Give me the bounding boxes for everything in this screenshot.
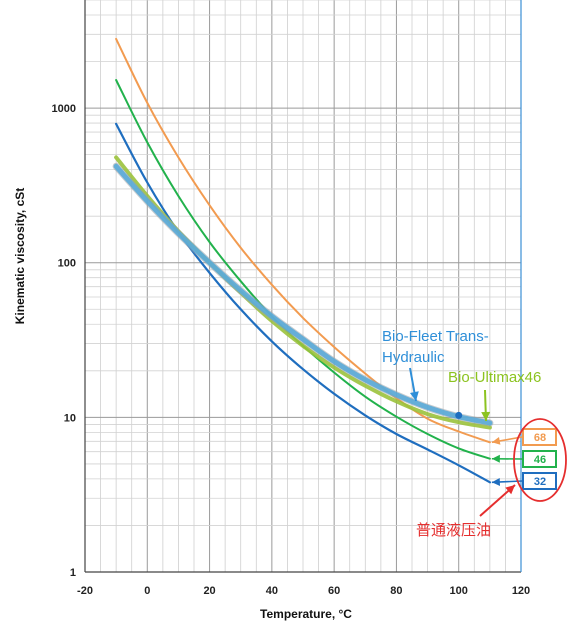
- grade-box-32: [522, 472, 557, 490]
- bio-ultimax-label: Bio-Ultimax46: [448, 369, 541, 386]
- y-tick-label: 10: [64, 412, 76, 424]
- grade-box-46: [522, 450, 557, 468]
- grade-box-label-32: 32: [534, 476, 546, 488]
- x-tick-label: 0: [144, 585, 150, 597]
- y-tick-label: 1000: [52, 103, 76, 115]
- conventional-oil-arrow-head: [505, 485, 515, 495]
- bio-fleet-marker: [455, 411, 463, 419]
- x-axis-title: Temperature, °C: [260, 607, 352, 621]
- x-tick-label: 100: [450, 585, 468, 597]
- conventional-oil-label: 普通液压油: [416, 521, 491, 539]
- bio-fleet-label-line1: Bio-Fleet Trans-: [382, 328, 489, 345]
- axes: -20 0 20 40 60 80 100 1201101001000Temperature,…: [13, 0, 530, 621]
- y-axis-title: Kinematic viscosity, cSt: [13, 188, 27, 325]
- grade-arrow-head-32: [491, 478, 500, 486]
- series-bio-fleet-trans-hydraulic-line: [113, 163, 493, 426]
- bio-fleet-label-line2: Hydraulic: [382, 349, 445, 366]
- x-tick-label: 20: [203, 585, 215, 597]
- highlight-ellipse: [513, 418, 567, 502]
- grade-box-label-68: 68: [534, 432, 546, 444]
- x-tick-label: 40: [266, 585, 278, 597]
- grid: [84, 0, 522, 573]
- curves: [112, 37, 494, 484]
- grade-box-68: [522, 428, 557, 446]
- series-68-line: [115, 37, 491, 444]
- x-tick-label: 60: [328, 585, 340, 597]
- grade-box-label-46: 46: [534, 454, 546, 466]
- bio-fleet-arrow-head: [410, 391, 419, 401]
- y-tick-label: 1: [70, 567, 76, 579]
- x-tick-label: 80: [390, 585, 402, 597]
- bio-ultimax-arrow-head: [481, 411, 491, 421]
- grade-arrow-head-46: [491, 454, 500, 463]
- y-tick-label: 100: [58, 258, 76, 270]
- x-tick-label: -20: [77, 585, 93, 597]
- grade-label-boxes: 68 46 32: [491, 418, 567, 502]
- annotations: Bio-Fleet Trans- Hydraulic Bio-Ultimax46…: [382, 328, 541, 539]
- grade-arrow-head-68: [491, 437, 501, 445]
- x-tick-label: 120: [512, 585, 530, 597]
